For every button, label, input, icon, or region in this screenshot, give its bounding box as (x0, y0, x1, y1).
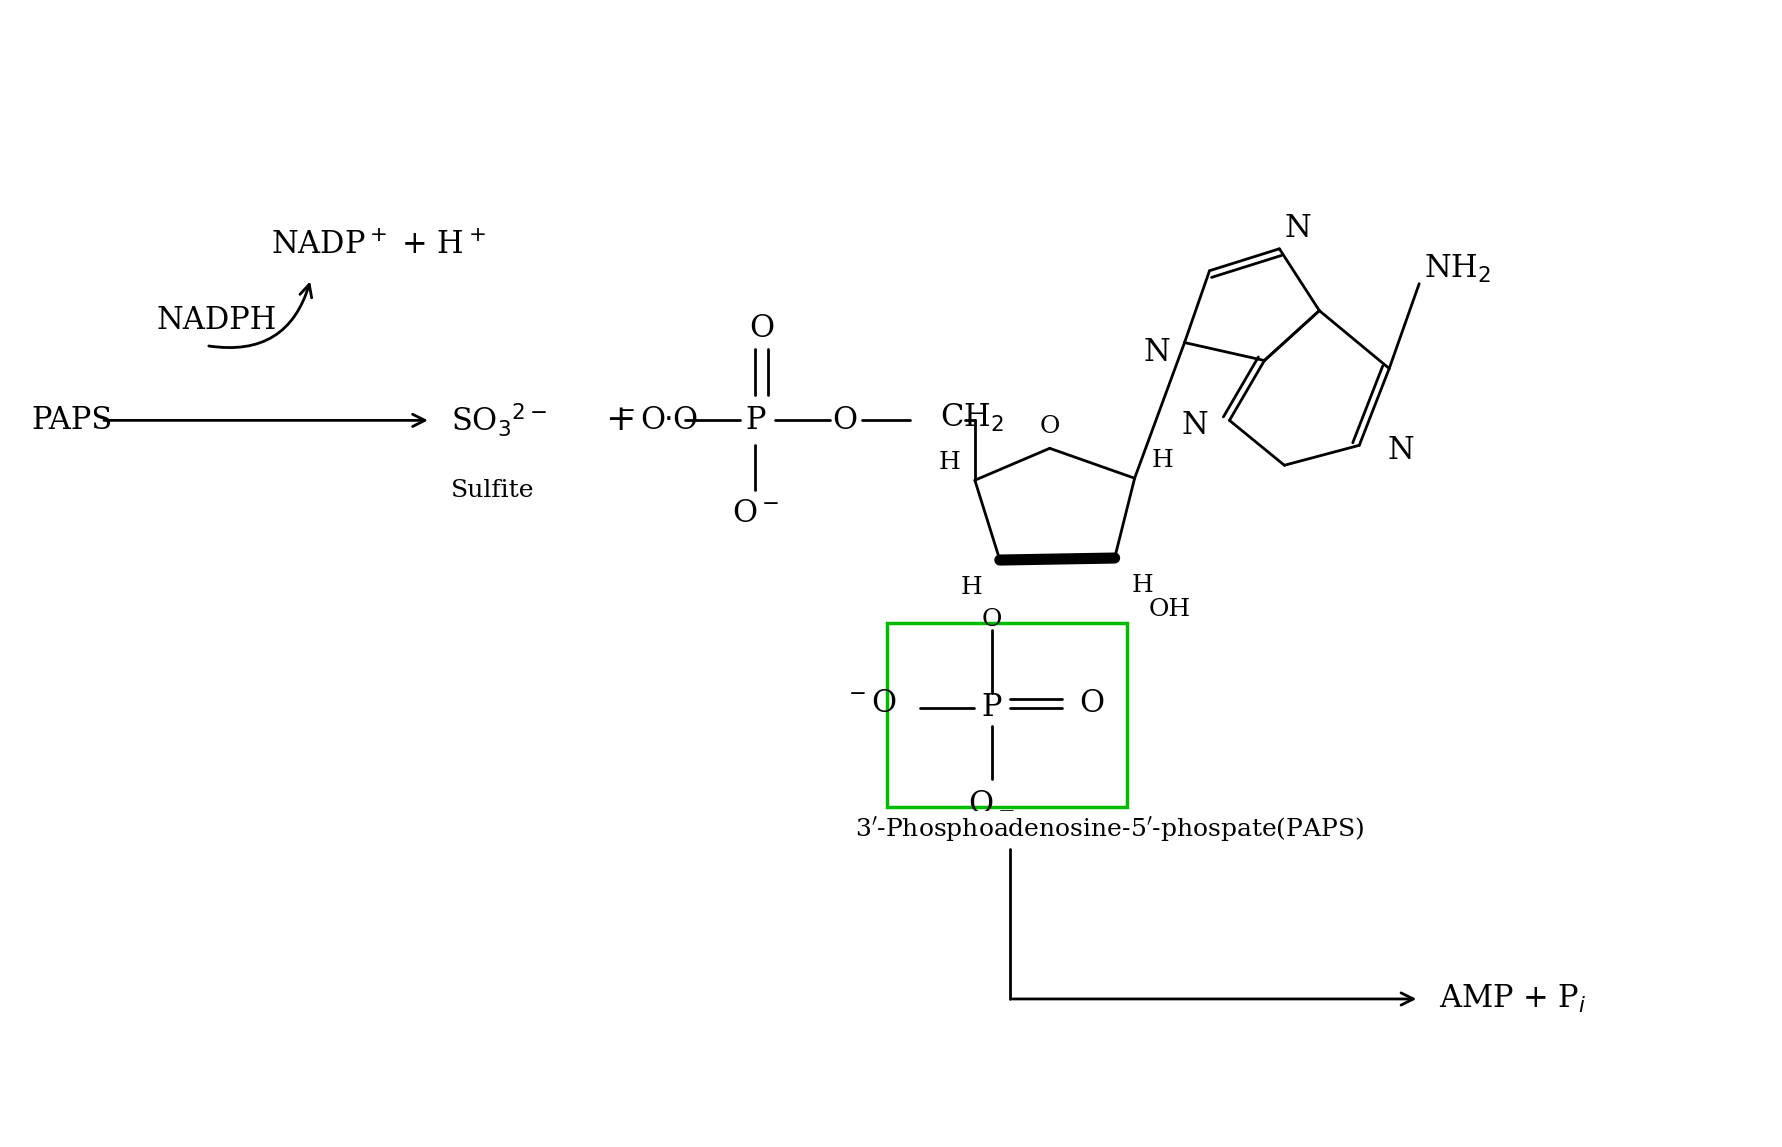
Text: O: O (832, 405, 857, 436)
Text: H: H (1151, 448, 1174, 471)
Text: H: H (939, 451, 960, 474)
Text: N: N (1386, 435, 1413, 466)
Text: Sulfite: Sulfite (451, 478, 535, 501)
Text: N: N (1144, 337, 1171, 368)
Text: O$^-$: O$^-$ (732, 498, 779, 529)
Text: NADP$^+$ + H$^+$: NADP$^+$ + H$^+$ (271, 231, 486, 262)
Bar (887, 623, 1126, 807)
Text: O: O (750, 313, 775, 344)
Text: PAPS: PAPS (32, 405, 112, 436)
FancyArrowPatch shape (208, 284, 312, 348)
Text: AMP + P$_i$: AMP + P$_i$ (1440, 983, 1586, 1015)
Text: P: P (982, 692, 1001, 723)
Text: NH$_2$: NH$_2$ (1424, 252, 1492, 284)
Text: H: H (1132, 575, 1153, 598)
Text: P: P (745, 405, 766, 436)
Text: O: O (1080, 688, 1105, 719)
Text: N: N (1181, 409, 1208, 440)
Text: NADPH: NADPH (157, 305, 276, 336)
Text: $\cdot$O: $\cdot$O (663, 405, 699, 436)
Text: +: + (606, 404, 636, 437)
Text: OH: OH (1149, 599, 1190, 622)
Text: $^-$O: $^-$O (845, 688, 896, 719)
Text: SO$_3$$^{2-}$: SO$_3$$^{2-}$ (451, 401, 547, 439)
Text: O$_-$: O$_-$ (968, 783, 1016, 816)
Text: O: O (982, 608, 1001, 631)
Text: $^-$O: $^-$O (613, 405, 665, 436)
Text: 3$'$-Phosphoadenosine-5$'$-phospate(PAPS): 3$'$-Phosphoadenosine-5$'$-phospate(PAPS… (855, 814, 1365, 844)
Text: O: O (1039, 415, 1060, 438)
Text: H: H (960, 577, 982, 600)
Text: CH$_2$: CH$_2$ (939, 403, 1003, 435)
Text: N: N (1285, 213, 1312, 244)
